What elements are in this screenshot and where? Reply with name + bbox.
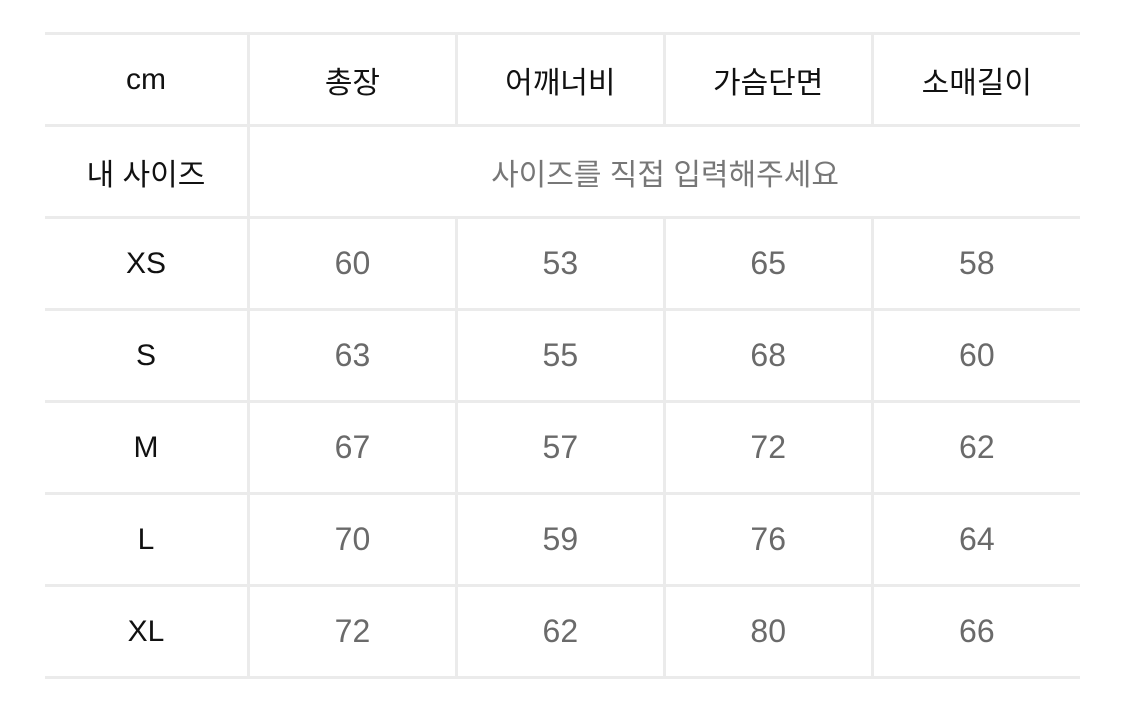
measurement-cell: 60: [870, 308, 1080, 403]
measurement-cell: 59: [454, 492, 666, 587]
header-row: cm 총장 어깨너비 가슴단면 소매길이: [45, 32, 1080, 127]
size-label: S: [45, 308, 250, 403]
column-header-chest-width: 가슴단면: [662, 32, 874, 127]
measurement-cell: 72: [247, 584, 458, 679]
measurement-cell: 68: [662, 308, 874, 403]
column-header-total-length: 총장: [247, 32, 458, 127]
measurement-cell: 62: [454, 584, 666, 679]
size-label: M: [45, 400, 250, 495]
table-row: M 67 57 72 62: [45, 400, 1080, 495]
size-label: L: [45, 492, 250, 587]
my-size-input[interactable]: 사이즈를 직접 입력해주세요: [247, 124, 1080, 219]
measurement-cell: 60: [247, 216, 458, 311]
measurement-cell: 76: [662, 492, 874, 587]
size-chart-table: cm 총장 어깨너비 가슴단면 소매길이 내 사이즈 사이즈를 직접 입력해주세…: [45, 32, 1080, 679]
column-header-shoulder-width: 어깨너비: [454, 32, 666, 127]
measurement-cell: 65: [662, 216, 874, 311]
column-header-sleeve-length: 소매길이: [870, 32, 1080, 127]
measurement-cell: 55: [454, 308, 666, 403]
measurement-cell: 62: [870, 400, 1080, 495]
measurement-cell: 66: [870, 584, 1080, 679]
measurement-cell: 64: [870, 492, 1080, 587]
measurement-cell: 67: [247, 400, 458, 495]
my-size-row: 내 사이즈 사이즈를 직접 입력해주세요: [45, 124, 1080, 219]
unit-header: cm: [45, 32, 250, 127]
table-row: XL 72 62 80 66: [45, 584, 1080, 679]
size-label: XL: [45, 584, 250, 679]
measurement-cell: 70: [247, 492, 458, 587]
measurement-cell: 72: [662, 400, 874, 495]
table-row: L 70 59 76 64: [45, 492, 1080, 587]
my-size-label: 내 사이즈: [45, 124, 250, 219]
measurement-cell: 80: [662, 584, 874, 679]
measurement-cell: 57: [454, 400, 666, 495]
measurement-cell: 63: [247, 308, 458, 403]
measurement-cell: 53: [454, 216, 666, 311]
table-row: S 63 55 68 60: [45, 308, 1080, 403]
size-label: XS: [45, 216, 250, 311]
measurement-cell: 58: [870, 216, 1080, 311]
table-row: XS 60 53 65 58: [45, 216, 1080, 311]
